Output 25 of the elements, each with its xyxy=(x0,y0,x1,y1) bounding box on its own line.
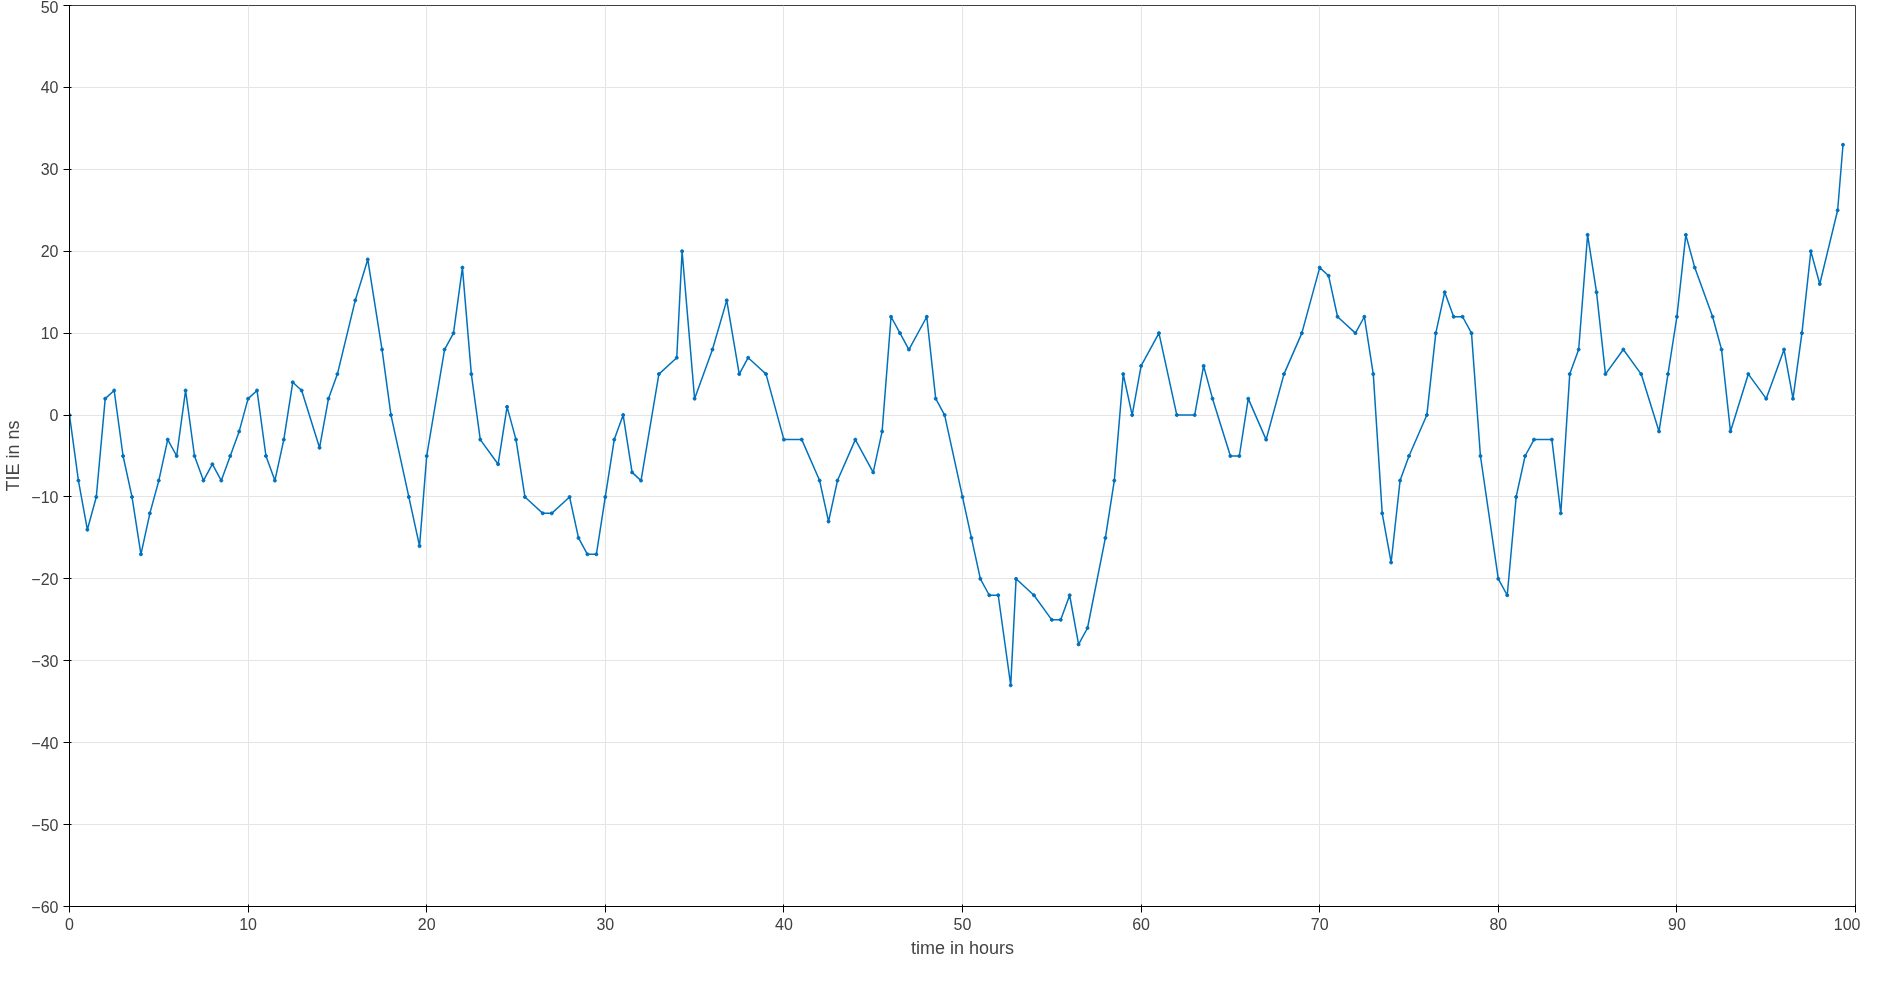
y-tick-label: −10 xyxy=(31,488,59,506)
y-tick-label: −30 xyxy=(31,652,59,670)
y-tick-label: −50 xyxy=(31,816,59,834)
x-tick-label: 70 xyxy=(1310,915,1329,933)
y-tick-label: 20 xyxy=(40,243,59,261)
x-tick-label: 10 xyxy=(239,915,258,933)
y-tick-label: 50 xyxy=(40,0,59,16)
y-tick-label: 0 xyxy=(49,407,59,425)
y-tick-label: −20 xyxy=(31,570,59,588)
y-axis-title: TIE in ns xyxy=(3,420,24,492)
y-tick-label: 30 xyxy=(40,161,59,179)
x-tick-label: 80 xyxy=(1489,915,1508,933)
y-tick-label: 10 xyxy=(40,325,59,343)
x-tick-label: 40 xyxy=(775,915,793,933)
x-tick-label: 60 xyxy=(1132,915,1151,933)
y-tick-label: 40 xyxy=(40,79,59,97)
x-axis-title: time in hours xyxy=(910,937,1015,958)
x-tick-label: 0 xyxy=(65,915,75,933)
x-tick-label: 20 xyxy=(417,915,436,933)
x-tick-label: 100 xyxy=(1833,915,1861,933)
y-tick-label: −60 xyxy=(31,898,59,916)
x-tick-label: 90 xyxy=(1668,915,1686,933)
y-tick-label: −40 xyxy=(31,734,59,752)
x-tick-label: 50 xyxy=(953,915,972,933)
x-tick-label: 30 xyxy=(596,915,615,933)
